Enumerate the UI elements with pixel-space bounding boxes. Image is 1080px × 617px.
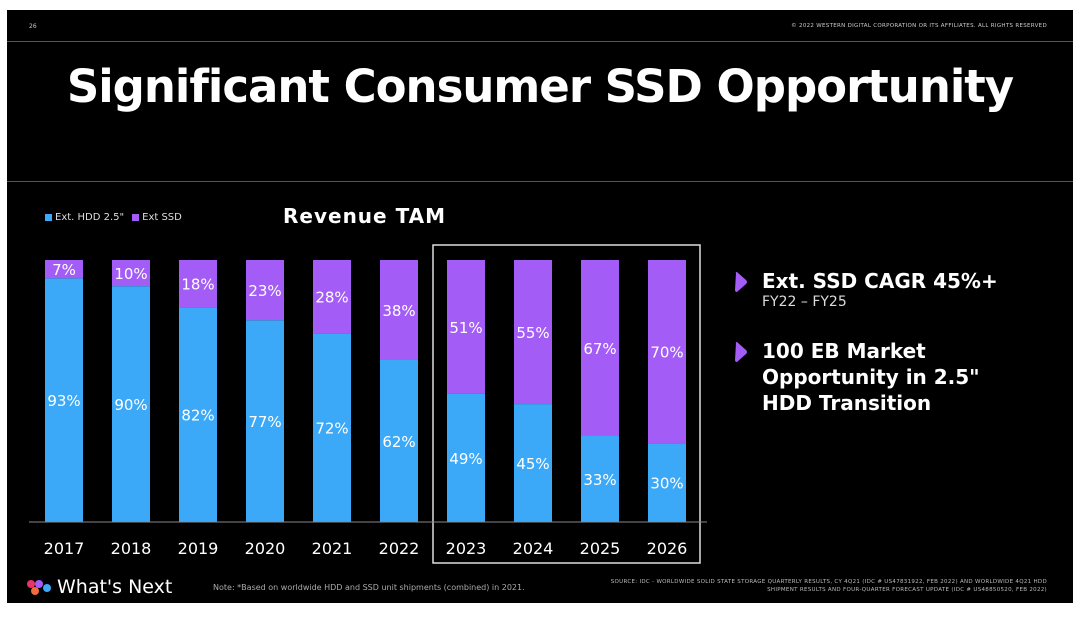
bar-hdd-2021 — [313, 333, 351, 522]
data-label-ssd: 18% — [181, 276, 214, 294]
page-number: 26 — [29, 23, 37, 30]
stacked-bar-chart: 7% 93% 2017 10% 90% 2018 18% 82% 2019 23% 77% 2020 2… — [29, 244, 707, 564]
x-tick-label: 2023 — [446, 539, 487, 558]
x-tick-label: 2024 — [513, 539, 554, 558]
bullet-arrow-icon — [735, 342, 747, 362]
data-label-ssd: 55% — [516, 324, 549, 342]
data-label-hdd: 93% — [47, 392, 80, 410]
slide: 26 © 2022 WESTERN DIGITAL CORPORATION OR… — [7, 10, 1073, 603]
data-label-ssd: 10% — [114, 265, 147, 283]
data-label-hdd: 30% — [650, 475, 683, 493]
x-tick-label: 2018 — [111, 539, 152, 558]
data-label-hdd: 82% — [181, 407, 214, 425]
x-tick-label: 2025 — [580, 539, 621, 558]
x-tick-label: 2017 — [44, 539, 85, 558]
bullet-arrow-icon — [735, 272, 747, 292]
data-label-hdd: 45% — [516, 455, 549, 473]
footnote: Note: *Based on worldwide HDD and SSD un… — [213, 583, 525, 592]
data-label-ssd: 51% — [449, 319, 482, 337]
data-label-ssd: 23% — [248, 282, 281, 300]
bullet-text: 100 EB Market Opportunity in 2.5" HDD Tr… — [762, 339, 980, 415]
data-label-hdd: 72% — [315, 420, 348, 438]
bar-hdd-2022 — [380, 359, 418, 522]
data-label-hdd: 90% — [114, 396, 147, 414]
highlight-box — [432, 244, 701, 564]
legend-label: Ext. HDD 2.5" — [55, 212, 125, 223]
legend-label: Ext SSD — [142, 212, 182, 223]
bar-ssd-2023 — [447, 260, 485, 394]
divider — [7, 41, 1073, 42]
bar-hdd-2017 — [45, 278, 83, 522]
x-tick-label: 2020 — [245, 539, 286, 558]
data-label-ssd: 28% — [315, 289, 348, 307]
brand-name: What's Next — [57, 576, 173, 598]
slide-title: Significant Consumer SSD Opportunity — [66, 60, 1014, 113]
bar-ssd-2020 — [246, 260, 284, 321]
x-tick-label: 2021 — [312, 539, 353, 558]
source-citation: SOURCE: IDC - WORLDWIDE SOLID STATE STOR… — [610, 579, 1047, 593]
bar-ssd-2021 — [313, 260, 351, 334]
bar-hdd-2026 — [648, 443, 686, 522]
bar-ssd-2026 — [648, 260, 686, 444]
bullet-2: 100 EB Market Opportunity in 2.5" HDD Tr… — [734, 338, 1002, 416]
bullet-text: Ext. SSD CAGR 45%+ — [762, 269, 998, 293]
legend-swatch — [132, 213, 140, 221]
chart-title: Revenue TAM — [283, 204, 447, 228]
bullet-subtext: FY22 – FY25 — [762, 294, 847, 310]
bar-hdd-2024 — [514, 404, 552, 522]
x-tick-label: 2019 — [178, 539, 219, 558]
data-label-ssd: 70% — [650, 344, 683, 362]
x-tick-label: 2026 — [647, 539, 688, 558]
bar-ssd-2017 — [45, 260, 83, 279]
brand-logo: What's Next — [25, 576, 172, 598]
bullet-1: Ext. SSD CAGR 45%+ FY22 – FY25 — [734, 268, 998, 310]
x-tick-label: 2022 — [379, 539, 420, 558]
bar-ssd-2018 — [112, 260, 150, 287]
data-label-hdd: 49% — [449, 450, 482, 468]
bar-ssd-2019 — [179, 260, 217, 308]
logo-icon — [27, 580, 51, 595]
divider — [7, 181, 1073, 182]
data-label-hdd: 33% — [583, 471, 616, 489]
bar-hdd-2018 — [112, 286, 150, 522]
bar-hdd-2023 — [447, 393, 485, 522]
data-label-hdd: 62% — [382, 433, 415, 451]
data-label-hdd: 77% — [248, 413, 281, 431]
bar-ssd-2025 — [581, 260, 619, 436]
bar-hdd-2025 — [581, 435, 619, 522]
chart-legend: Ext. HDD 2.5" Ext SSD — [45, 212, 182, 223]
data-label-ssd: 67% — [583, 340, 616, 358]
legend-swatch — [45, 213, 52, 221]
data-label-ssd: 38% — [382, 302, 415, 320]
legend-item-ssd: Ext SSD — [132, 212, 182, 223]
copyright: © 2022 WESTERN DIGITAL CORPORATION OR IT… — [791, 23, 1047, 29]
bar-hdd-2019 — [179, 307, 217, 522]
legend-item-hdd: Ext. HDD 2.5" — [45, 212, 124, 223]
bar-hdd-2020 — [246, 320, 284, 522]
bar-ssd-2022 — [380, 260, 418, 360]
data-label-ssd: 7% — [52, 261, 76, 279]
bar-ssd-2024 — [514, 260, 552, 405]
